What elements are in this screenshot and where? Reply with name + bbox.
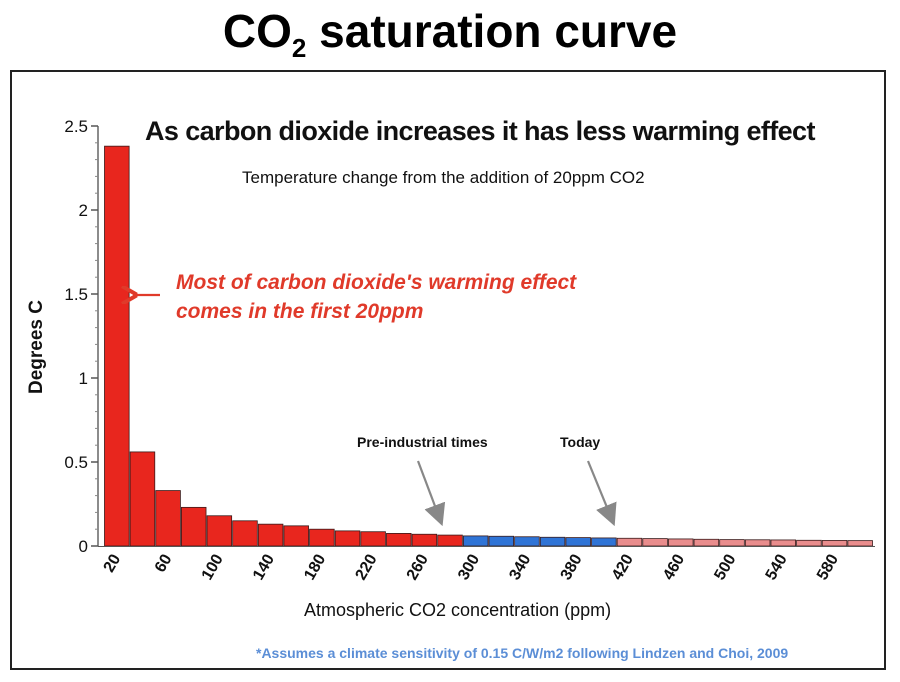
bar bbox=[821, 540, 848, 547]
bar bbox=[257, 523, 284, 547]
bar bbox=[539, 536, 566, 547]
bar bbox=[744, 539, 771, 547]
bar bbox=[386, 533, 412, 547]
x-tick-label: 460 bbox=[660, 551, 688, 583]
chart-frame bbox=[10, 70, 886, 670]
x-tick-label: 100 bbox=[199, 551, 227, 583]
bar bbox=[488, 535, 515, 547]
bar bbox=[104, 145, 130, 547]
y-tick-label: 0 bbox=[79, 537, 88, 556]
x-tick-label: 580 bbox=[814, 551, 842, 583]
chart-title: As carbon dioxide increases it has less … bbox=[145, 116, 815, 146]
warming-annotation: Most of carbon dioxide's warming effect … bbox=[176, 268, 576, 326]
y-tick-label: 1 bbox=[79, 369, 88, 388]
bar bbox=[411, 533, 438, 547]
bar bbox=[796, 539, 822, 547]
bar bbox=[283, 525, 309, 547]
bar bbox=[770, 539, 797, 547]
bar bbox=[591, 537, 617, 547]
bar bbox=[616, 537, 643, 547]
x-tick-label: 540 bbox=[763, 551, 791, 583]
bar bbox=[360, 531, 386, 547]
pre-industrial-label: Pre-industrial times bbox=[357, 434, 488, 450]
chart-subtitle: Temperature change from the addition of … bbox=[242, 168, 645, 187]
y-tick-label: 2.5 bbox=[64, 117, 88, 136]
x-tick-label: 300 bbox=[455, 551, 483, 583]
x-tick-label: 420 bbox=[609, 551, 637, 583]
footnote: *Assumes a climate sensitivity of 0.15 C… bbox=[256, 645, 789, 661]
bar bbox=[693, 538, 720, 547]
bar bbox=[847, 540, 873, 547]
bar bbox=[180, 506, 207, 547]
bar bbox=[719, 539, 745, 547]
x-tick-label: 60 bbox=[152, 551, 176, 575]
x-axis-label: Atmospheric CO2 concentration (ppm) bbox=[304, 600, 612, 620]
bar bbox=[642, 538, 668, 547]
bar bbox=[155, 490, 181, 547]
bar bbox=[668, 538, 694, 547]
x-tick-label: 380 bbox=[558, 551, 586, 583]
bar bbox=[514, 536, 540, 547]
x-tick-label: 220 bbox=[353, 551, 381, 583]
y-tick-label: 1.5 bbox=[64, 285, 88, 304]
y-tick-label: 0.5 bbox=[64, 453, 88, 472]
bar bbox=[206, 515, 233, 547]
bar bbox=[129, 451, 156, 547]
today-label: Today bbox=[560, 434, 601, 450]
bar bbox=[309, 528, 335, 547]
x-tick-label: 500 bbox=[711, 551, 739, 583]
warming-annotation-line2: comes in the first 20ppm bbox=[176, 300, 424, 323]
bar bbox=[565, 537, 591, 547]
bar bbox=[462, 535, 489, 547]
x-tick-label: 20 bbox=[101, 551, 125, 575]
warming-annotation-line1: Most of carbon dioxide's warming effect bbox=[176, 271, 577, 294]
x-tick-label: 260 bbox=[404, 551, 432, 583]
pre-industrial-arrow bbox=[416, 460, 446, 527]
x-tick-label: 180 bbox=[301, 551, 329, 583]
y-tick-label: 2 bbox=[79, 201, 88, 220]
x-tick-label: 140 bbox=[250, 551, 278, 583]
x-tick-label: 340 bbox=[506, 551, 534, 583]
page-title: CO2 saturation curve bbox=[222, 5, 678, 63]
today-arrow bbox=[586, 460, 617, 527]
bar bbox=[334, 530, 361, 547]
bar bbox=[437, 534, 463, 547]
bar bbox=[232, 520, 258, 547]
